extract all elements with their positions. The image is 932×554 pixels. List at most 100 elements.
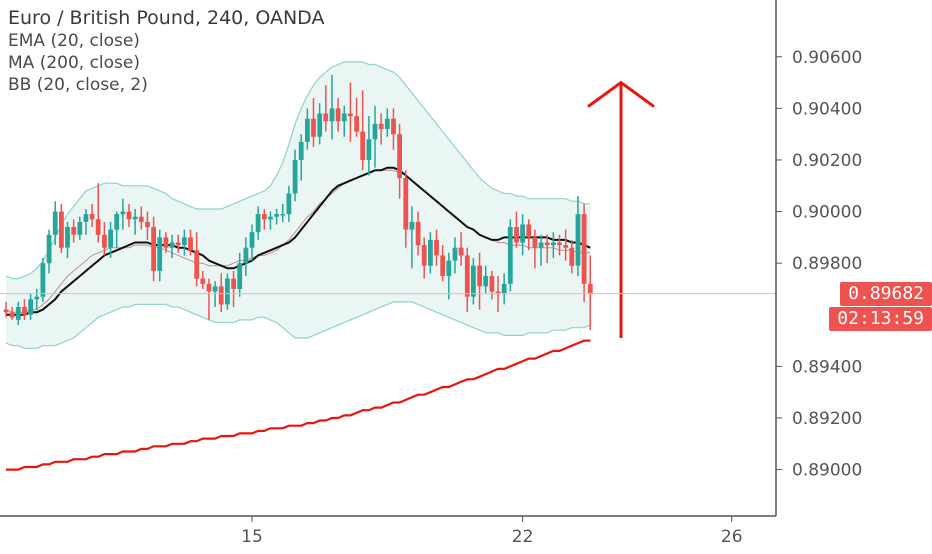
candle — [59, 203, 64, 253]
legend-ma[interactable]: MA (200, close) — [8, 53, 141, 73]
candle — [95, 183, 101, 243]
candle-body — [403, 178, 409, 230]
candle — [569, 239, 575, 274]
candle — [551, 232, 556, 258]
legend-ema[interactable]: EMA (20, close) — [8, 31, 140, 51]
y-tick-label: 0.90600 — [792, 48, 862, 68]
candle-body — [329, 108, 335, 122]
candle — [28, 294, 33, 320]
candle — [483, 265, 489, 295]
candle-body — [151, 227, 156, 271]
candle-body — [206, 283, 212, 292]
candle-body — [175, 242, 181, 246]
candle — [34, 288, 40, 310]
candle — [114, 211, 120, 248]
candle-body — [446, 260, 452, 277]
candle — [77, 216, 83, 240]
candle — [175, 234, 181, 253]
candle-body — [415, 221, 421, 246]
candle-body — [163, 237, 169, 248]
candle — [409, 206, 415, 269]
candle-body — [569, 247, 575, 266]
candle-body — [397, 134, 402, 179]
candle — [126, 203, 132, 228]
candle-body — [126, 211, 132, 220]
candle — [225, 273, 230, 310]
candle-body — [305, 118, 310, 142]
candle-body — [311, 118, 316, 137]
candles — [3, 74, 593, 331]
candle-body — [372, 123, 378, 140]
candle — [286, 185, 292, 222]
candle — [415, 211, 421, 256]
ema-path — [6, 166, 591, 316]
candle-body — [225, 278, 230, 305]
candle-body — [108, 229, 113, 248]
y-tick-label: 0.90400 — [792, 99, 862, 119]
candle — [15, 301, 21, 326]
candle — [163, 232, 169, 253]
candle — [194, 232, 200, 287]
y-tick-label: 0.90200 — [792, 151, 862, 171]
candle-body — [120, 211, 126, 215]
y-tick-label: 0.90000 — [792, 203, 862, 223]
candle — [311, 98, 316, 148]
candle — [514, 211, 519, 248]
candle — [218, 273, 224, 313]
candle — [477, 252, 482, 310]
candle — [501, 273, 507, 305]
candle-body — [464, 255, 470, 297]
candle-body — [77, 221, 83, 235]
candle-body — [188, 237, 193, 251]
candle-body — [557, 242, 562, 246]
candle-body — [348, 113, 353, 117]
candle-body — [157, 237, 163, 271]
candle-body — [83, 214, 89, 222]
candle-body — [249, 232, 255, 248]
legend-bb[interactable]: BB (20, close, 2) — [8, 75, 148, 95]
candle-body — [182, 237, 187, 246]
candle-body — [581, 214, 587, 284]
candle — [188, 229, 193, 256]
candle — [206, 278, 212, 320]
candle — [391, 108, 396, 150]
candle — [212, 281, 218, 308]
candle-body — [286, 193, 292, 215]
candle — [231, 270, 236, 308]
x-tick-label: 15 — [241, 527, 263, 547]
candle-body — [575, 214, 581, 266]
candle-body — [95, 219, 101, 235]
candle-body — [212, 286, 218, 292]
candle — [102, 221, 107, 256]
candle-body — [292, 160, 298, 194]
candle — [255, 206, 261, 240]
candle-body — [34, 296, 40, 300]
candle-body — [440, 255, 446, 276]
candle — [46, 229, 52, 274]
bb-fill — [6, 61, 591, 349]
candle — [40, 258, 46, 302]
candle-body — [501, 283, 507, 295]
candle-body — [3, 309, 9, 313]
candle — [317, 103, 323, 145]
candle — [237, 252, 243, 297]
candle-body — [538, 242, 544, 248]
candle-body — [452, 247, 458, 261]
candle-body — [563, 245, 569, 248]
candle-body — [138, 216, 144, 222]
candle-body — [40, 263, 46, 297]
symbol-title[interactable]: Euro / British Pound, 240, OANDA — [8, 7, 325, 29]
candle-body — [231, 278, 236, 289]
candle-body — [89, 214, 95, 220]
candle-body — [65, 227, 70, 248]
candle — [3, 301, 9, 318]
candle — [243, 237, 249, 277]
candle — [329, 74, 335, 140]
candle — [520, 214, 525, 256]
candle — [22, 299, 27, 320]
candle-body — [495, 291, 501, 295]
candle — [452, 237, 458, 274]
